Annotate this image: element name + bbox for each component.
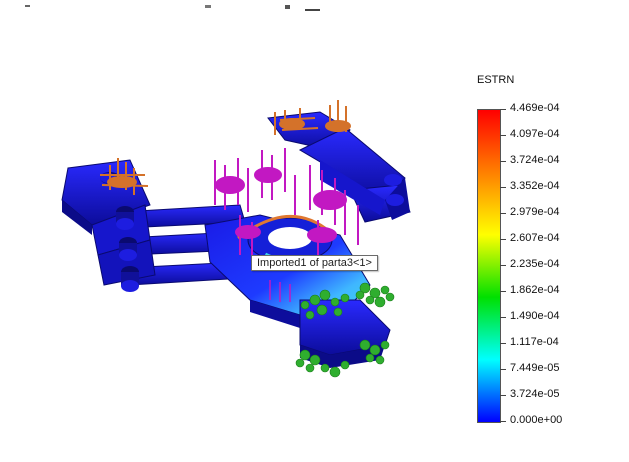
legend-label: 1.490e-04 [510,310,560,322]
legend-label: 4.469e-04 [510,102,560,114]
legend-label: 2.607e-04 [510,232,560,244]
legend-tick [500,395,506,396]
legend-title: ESTRN [477,74,515,86]
contact-green-clusters [295,282,395,378]
legend-tick [500,109,506,110]
legend-tick [500,135,506,136]
load-arrows [214,148,359,302]
part-tooltip: Imported1 of parta3<1> [251,255,378,271]
legend-tick [500,239,506,240]
legend-label: 3.352e-04 [510,180,560,192]
legend-tick [500,161,506,162]
legend-label: 2.979e-04 [510,206,560,218]
legend-label: 4.097e-04 [510,128,560,140]
legend-label: 7.449e-05 [510,362,560,374]
left-pins [100,173,139,292]
legend-tick [500,421,506,422]
legend-label: 1.862e-04 [510,284,560,296]
legend-tick [500,213,506,214]
legend-label: 1.117e-04 [510,336,559,348]
legend-tick [500,291,506,292]
legend-label: 0.000e+00 [510,414,563,426]
legend-tick [500,343,506,344]
legend-tick [500,317,506,318]
legend-tick [500,265,506,266]
legend-color-bar [477,109,501,423]
legend-label: 3.724e-05 [510,388,560,400]
top-toolbar-strip [0,0,340,11]
legend-label: 2.235e-04 [510,258,560,270]
fixture-arrows [100,100,351,195]
legend-tick [500,187,506,188]
legend-tick [500,369,506,370]
legend-label: 3.724e-04 [510,154,560,166]
